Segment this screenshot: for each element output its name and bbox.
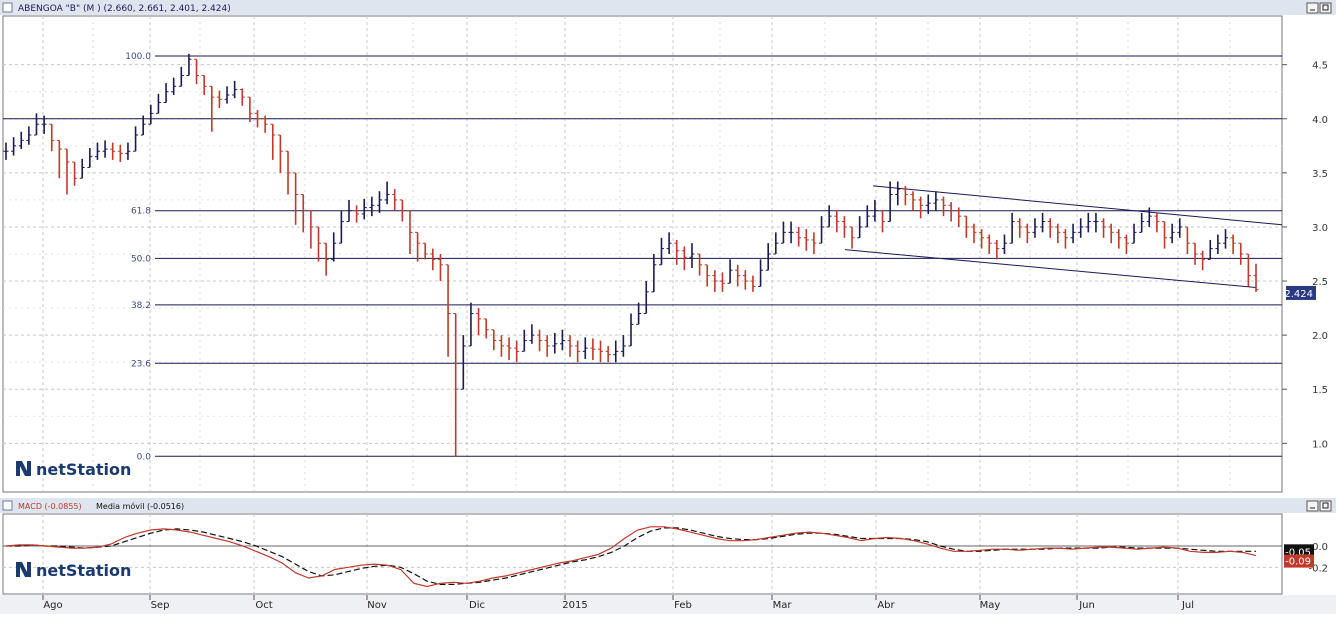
macd-grid (3, 514, 1282, 594)
fib-level-label: 61.8 (131, 207, 151, 217)
fib-level-label: 23.6 (131, 359, 151, 369)
macd-lines (5, 526, 1257, 588)
x-axis-label: Ago (43, 600, 62, 611)
macd-ma-title: Media móvil (-0.0516) (96, 501, 184, 511)
maximize-button[interactable] (1319, 2, 1332, 14)
netstation-logo-icon (16, 461, 31, 476)
x-axis-label: Mar (773, 600, 793, 611)
main-watermark: netStation (36, 460, 131, 479)
lower-trend-line (844, 249, 1257, 289)
trend-lines (844, 185, 1283, 289)
main-window-buttons (1306, 2, 1332, 14)
macd-axis: 0.0 -0.2 -0.05-0.09 (1284, 542, 1328, 574)
main-plot-area (2, 15, 1283, 493)
macd-header-bar (0, 498, 1336, 513)
macd-axis-label: 0.0 (1312, 542, 1328, 553)
signal-value-label: -0.05 (1285, 547, 1311, 558)
x-axis-label: Abr (877, 600, 895, 611)
fib-level-label: 100.0 (125, 52, 151, 62)
macd-watermark: netStation (36, 561, 131, 580)
price-axis-label: 4.5 (1312, 61, 1328, 72)
main-grid (3, 16, 1282, 492)
macd-line (5, 526, 1257, 588)
netstation-logo-icon-macd (16, 562, 31, 577)
signal-value-box (1284, 544, 1314, 558)
x-axis-label: Jul (1181, 600, 1194, 611)
price-axis-label: 3.0 (1312, 223, 1328, 234)
x-axis-label: Feb (674, 600, 692, 611)
price-axis-label: 1.0 (1312, 439, 1328, 450)
x-axis: Ago Sep Oct Nov Dic 2015 Feb Mar Abr May Jun Jul (42, 595, 1194, 611)
main-panel-title: ABENGOA "B" (M ) (2.660, 2.661, 2.401, 2… (18, 4, 231, 14)
macd-maximize-button[interactable] (1319, 500, 1332, 512)
upper-trend-line (872, 185, 1283, 226)
macd-plot-area (2, 513, 1283, 595)
macd-minimize-button[interactable] (1306, 500, 1319, 512)
macd-signal-line (6, 527, 1256, 586)
last-price-label: 2.424 (1284, 289, 1313, 300)
x-axis-label: Sep (151, 600, 170, 611)
x-axis-label: 2015 (562, 600, 587, 611)
last-price-box (1286, 285, 1316, 300)
price-axis: 4.5 4.0 3.5 3.0 2.5 2.0 1.5 1.0 2.424 (1282, 61, 1328, 450)
macd-maximize-icon (1322, 502, 1329, 509)
macd-panel-menu-icon[interactable] (2, 500, 13, 511)
main-header-bar (0, 0, 1336, 15)
macd-value-box (1284, 554, 1314, 568)
price-axis-label: 3.5 (1312, 169, 1328, 180)
price-axis-label: 2.5 (1312, 277, 1328, 288)
x-axis-label: Nov (367, 600, 387, 611)
panel-menu-icon[interactable] (2, 2, 13, 13)
fib-level-label: 0.0 (137, 452, 152, 462)
maximize-icon (1322, 4, 1329, 11)
macd-title: MACD (-0.0855) (18, 502, 82, 511)
price-axis-label: 2.0 (1312, 331, 1328, 342)
x-axis-bar (0, 595, 1336, 614)
price-axis-label: 1.5 (1312, 385, 1328, 396)
price-axis-label: 4.0 (1312, 115, 1328, 126)
fibonacci-levels: 100.0 61.8 50.0 38.2 23.6 0.0 (3, 52, 1282, 462)
macd-axis-label: -0.2 (1308, 563, 1328, 574)
ohlc-bars (3, 53, 1259, 457)
x-axis-label: Dic (469, 600, 485, 611)
x-axis-label: May (980, 600, 1001, 611)
x-axis-label: Jun (1078, 600, 1095, 611)
x-axis-label: Oct (255, 600, 272, 611)
fib-level-label: 38.2 (131, 301, 151, 311)
minimize-button[interactable] (1306, 2, 1319, 14)
macd-value-label: -0.09 (1285, 557, 1311, 568)
fib-level-label: 50.0 (131, 254, 151, 264)
